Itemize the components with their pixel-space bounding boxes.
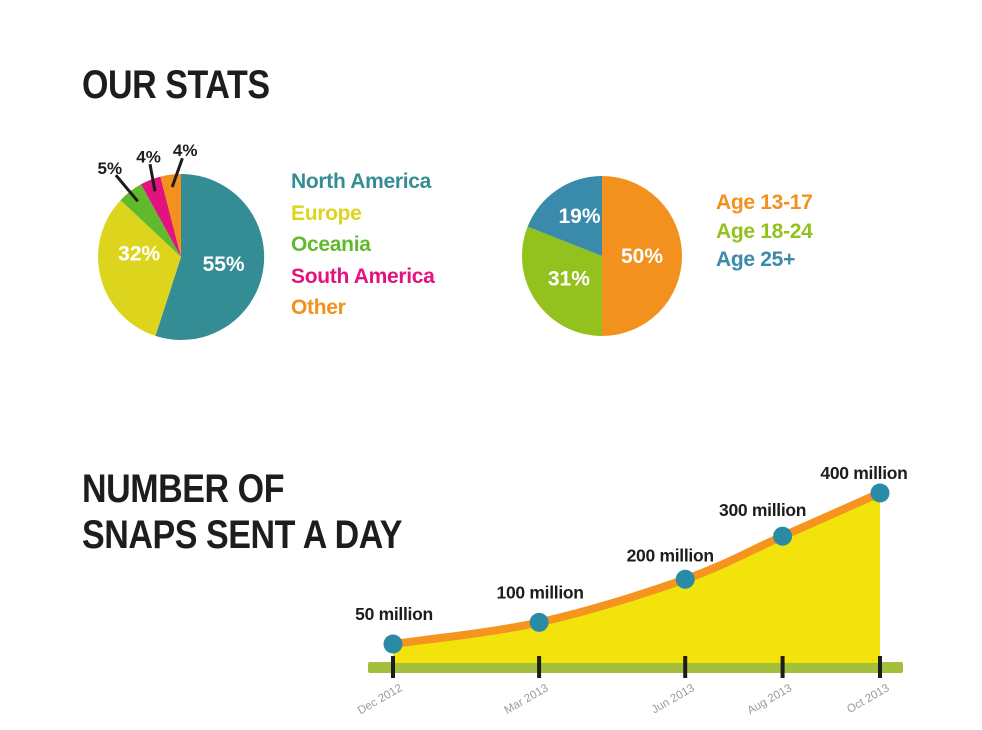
x-tick-label-oct-2013: Oct 2013 xyxy=(845,682,891,716)
point-label-300-million: 300 million xyxy=(719,500,806,520)
legend-item-age-18-24: Age 18-24 xyxy=(716,219,813,243)
pie-slice-europe xyxy=(98,200,181,336)
snaps-title-line1: NUMBER OF xyxy=(82,467,285,511)
data-point-mar-2013 xyxy=(529,612,549,632)
pie-value-label-age-25: 19% xyxy=(558,205,600,228)
legend-item-age-25: Age 25+ xyxy=(716,248,796,271)
pie-slice-north-america xyxy=(155,173,265,340)
pie-value-label-oceania: 5% xyxy=(98,159,123,178)
data-point-aug-2013 xyxy=(773,526,793,546)
pie-label-leader-line-other xyxy=(170,157,184,188)
legend-item-europe: Europe xyxy=(291,201,362,225)
pie-value-label-age-13-17: 50% xyxy=(621,245,663,268)
x-tick-label-aug-2013: Aug 2013 xyxy=(745,682,794,717)
area-fill xyxy=(393,493,880,663)
pie-label-leader-line-oceania xyxy=(114,174,139,203)
pie-slice-oceania xyxy=(120,184,181,257)
point-label-100-million: 100 million xyxy=(497,582,584,602)
snaps-section-title: NUMBER OF SNAPS SENT A DAY xyxy=(82,466,459,558)
trend-line xyxy=(389,489,884,648)
legend-item-south-america: South America xyxy=(291,264,435,288)
stats-section-title: OUR STATS xyxy=(82,63,270,107)
point-label-200-million: 200 million xyxy=(627,545,714,565)
data-point-jun-2013 xyxy=(675,569,695,589)
pie-slice-age-18-24 xyxy=(522,226,602,336)
data-point-dec-2012 xyxy=(383,634,403,654)
pie-value-label-other: 4% xyxy=(173,141,198,160)
x-axis-bar xyxy=(368,662,903,673)
locations-legend: North America Europe Oceania South America O… xyxy=(291,166,435,324)
data-point-oct-2013 xyxy=(870,483,890,503)
ages-pie-chart: 50% 31% 19% xyxy=(522,176,682,336)
axis-tick-mar-2013 xyxy=(537,656,542,678)
pie-slice-age-25 xyxy=(527,176,602,256)
pie-value-label-europe: 32% xyxy=(118,243,160,266)
pie-value-label-south-america: 4% xyxy=(136,147,161,166)
legend-item-other: Other xyxy=(291,296,346,319)
axis-tick-oct-2013 xyxy=(878,656,882,678)
x-tick-label-jun-2013: Jun 2013 xyxy=(650,682,697,716)
point-label-400-million: 400 million xyxy=(820,463,907,483)
axis-tick-jun-2013 xyxy=(683,656,688,678)
ages-legend: Age 13-17 Age 18-24 Age 25+ xyxy=(716,189,813,275)
axis-tick-aug-2013 xyxy=(780,656,785,678)
pie-label-leader-line-south-america xyxy=(148,163,157,192)
legend-item-age-13-17: Age 13-17 xyxy=(716,191,813,214)
pie-value-label-age-18-24: 31% xyxy=(548,268,590,291)
pie-slice-other xyxy=(160,174,181,257)
snaps-title-line2: SNAPS SENT A DAY xyxy=(82,513,403,557)
legend-item-oceania: Oceania xyxy=(291,233,371,256)
pie-slice-south-america xyxy=(141,176,181,257)
pie-slice-age-13-17 xyxy=(602,176,682,336)
x-tick-label-mar-2013: Mar 2013 xyxy=(503,682,551,717)
pie-value-label-north-america: 55% xyxy=(203,253,245,276)
locations-pie-chart: 55% 32% 5% 4% 4% xyxy=(98,141,265,340)
x-tick-label-dec-2012: Dec 2012 xyxy=(356,682,405,717)
snaps-area-chart: Dec 2012 Mar 2013 Jun 2013 Aug 2013 Oct 2013… xyxy=(355,463,908,717)
axis-tick-dec-2012 xyxy=(391,656,395,678)
point-label-50-million: 50 million xyxy=(355,604,433,624)
legend-item-north-america: North America xyxy=(291,170,432,193)
